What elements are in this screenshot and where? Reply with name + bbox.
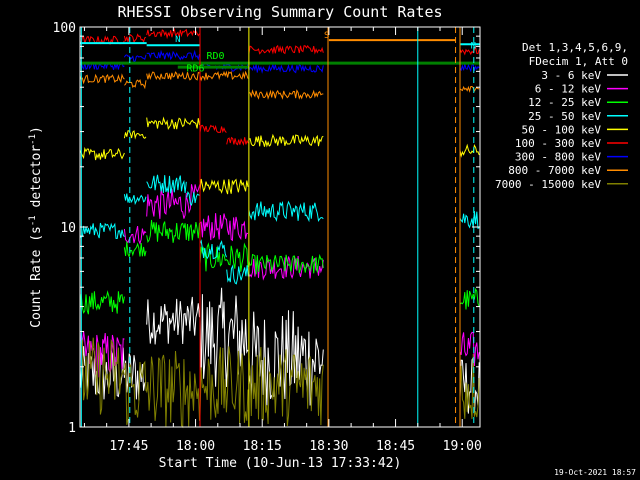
series-trace-100-300-kev [79,27,480,146]
y-tick-label: 100 [53,21,76,36]
legend-label: 800 - 7000 keV [508,164,601,177]
series-trace-800-7000-kev [79,70,480,100]
legend-label: 3 - 6 keV [541,69,601,82]
legend-label: 100 - 300 keV [515,137,601,150]
y-axis-label-main: Count Rate (s [29,226,44,328]
legend-label: 25 - 50 keV [528,110,601,123]
x-axis-label: Start Time (10-Jun-13 17:33:42) [159,456,402,471]
flag-label-2: N [471,42,476,52]
y-axis-label-tail: detector [29,145,44,216]
flag-label-1: S [324,31,329,41]
legend-header-line-2: FDecim 1, Att 0 [529,55,628,68]
y-tick-label: 1 [68,421,76,436]
x-tick-label: 18:00 [176,439,215,454]
series-trace-12-25-kev [79,219,480,315]
generated-timestamp: 19-Oct-2021 18:57 [554,468,636,477]
attenuator-label-rd6: RD6 [187,63,205,74]
x-tick-label: 17:45 [109,439,148,454]
legend-label: 6 - 12 keV [535,83,602,96]
legend-label: 12 - 25 keV [528,96,601,109]
legend-label: 7000 - 15000 keV [495,178,601,191]
y-tick-label: 10 [60,221,76,236]
series-trace-6-12-kev [79,184,480,378]
attenuator-label-rd0: RD0 [207,51,225,62]
axes-layer: 17:45 18:00 18:15 18:30 18:45 19:00 1 10 100 [53,21,482,454]
legend-header-line-1: Det 1,3,4,5,6,9, [522,41,628,54]
chart-title: RHESSI Observing Summary Count Rates [117,3,442,21]
series-trace-3-6-kev [79,287,480,415]
series-trace-7000-15000-kev [79,337,480,429]
x-tick-label: 18:30 [309,439,348,454]
x-tick-label: 19:00 [443,439,482,454]
legend-label: 300 - 800 keV [515,151,601,164]
series-trace-50-100-kev [79,116,480,195]
flag-label-0: N [175,35,180,45]
y-axis-label-sup2: -1 [28,134,38,145]
y-axis-label-close: ) [29,126,44,134]
x-tick-label: 18:15 [243,439,282,454]
y-axis-label-sup: -1 [28,215,38,226]
legend-label: 50 - 100 keV [522,123,602,136]
x-tick-label: 18:45 [376,439,415,454]
y-axis-label: Count Rate (s-1 detector-1) [28,126,44,328]
series-trace-25-50-kev [79,174,480,285]
